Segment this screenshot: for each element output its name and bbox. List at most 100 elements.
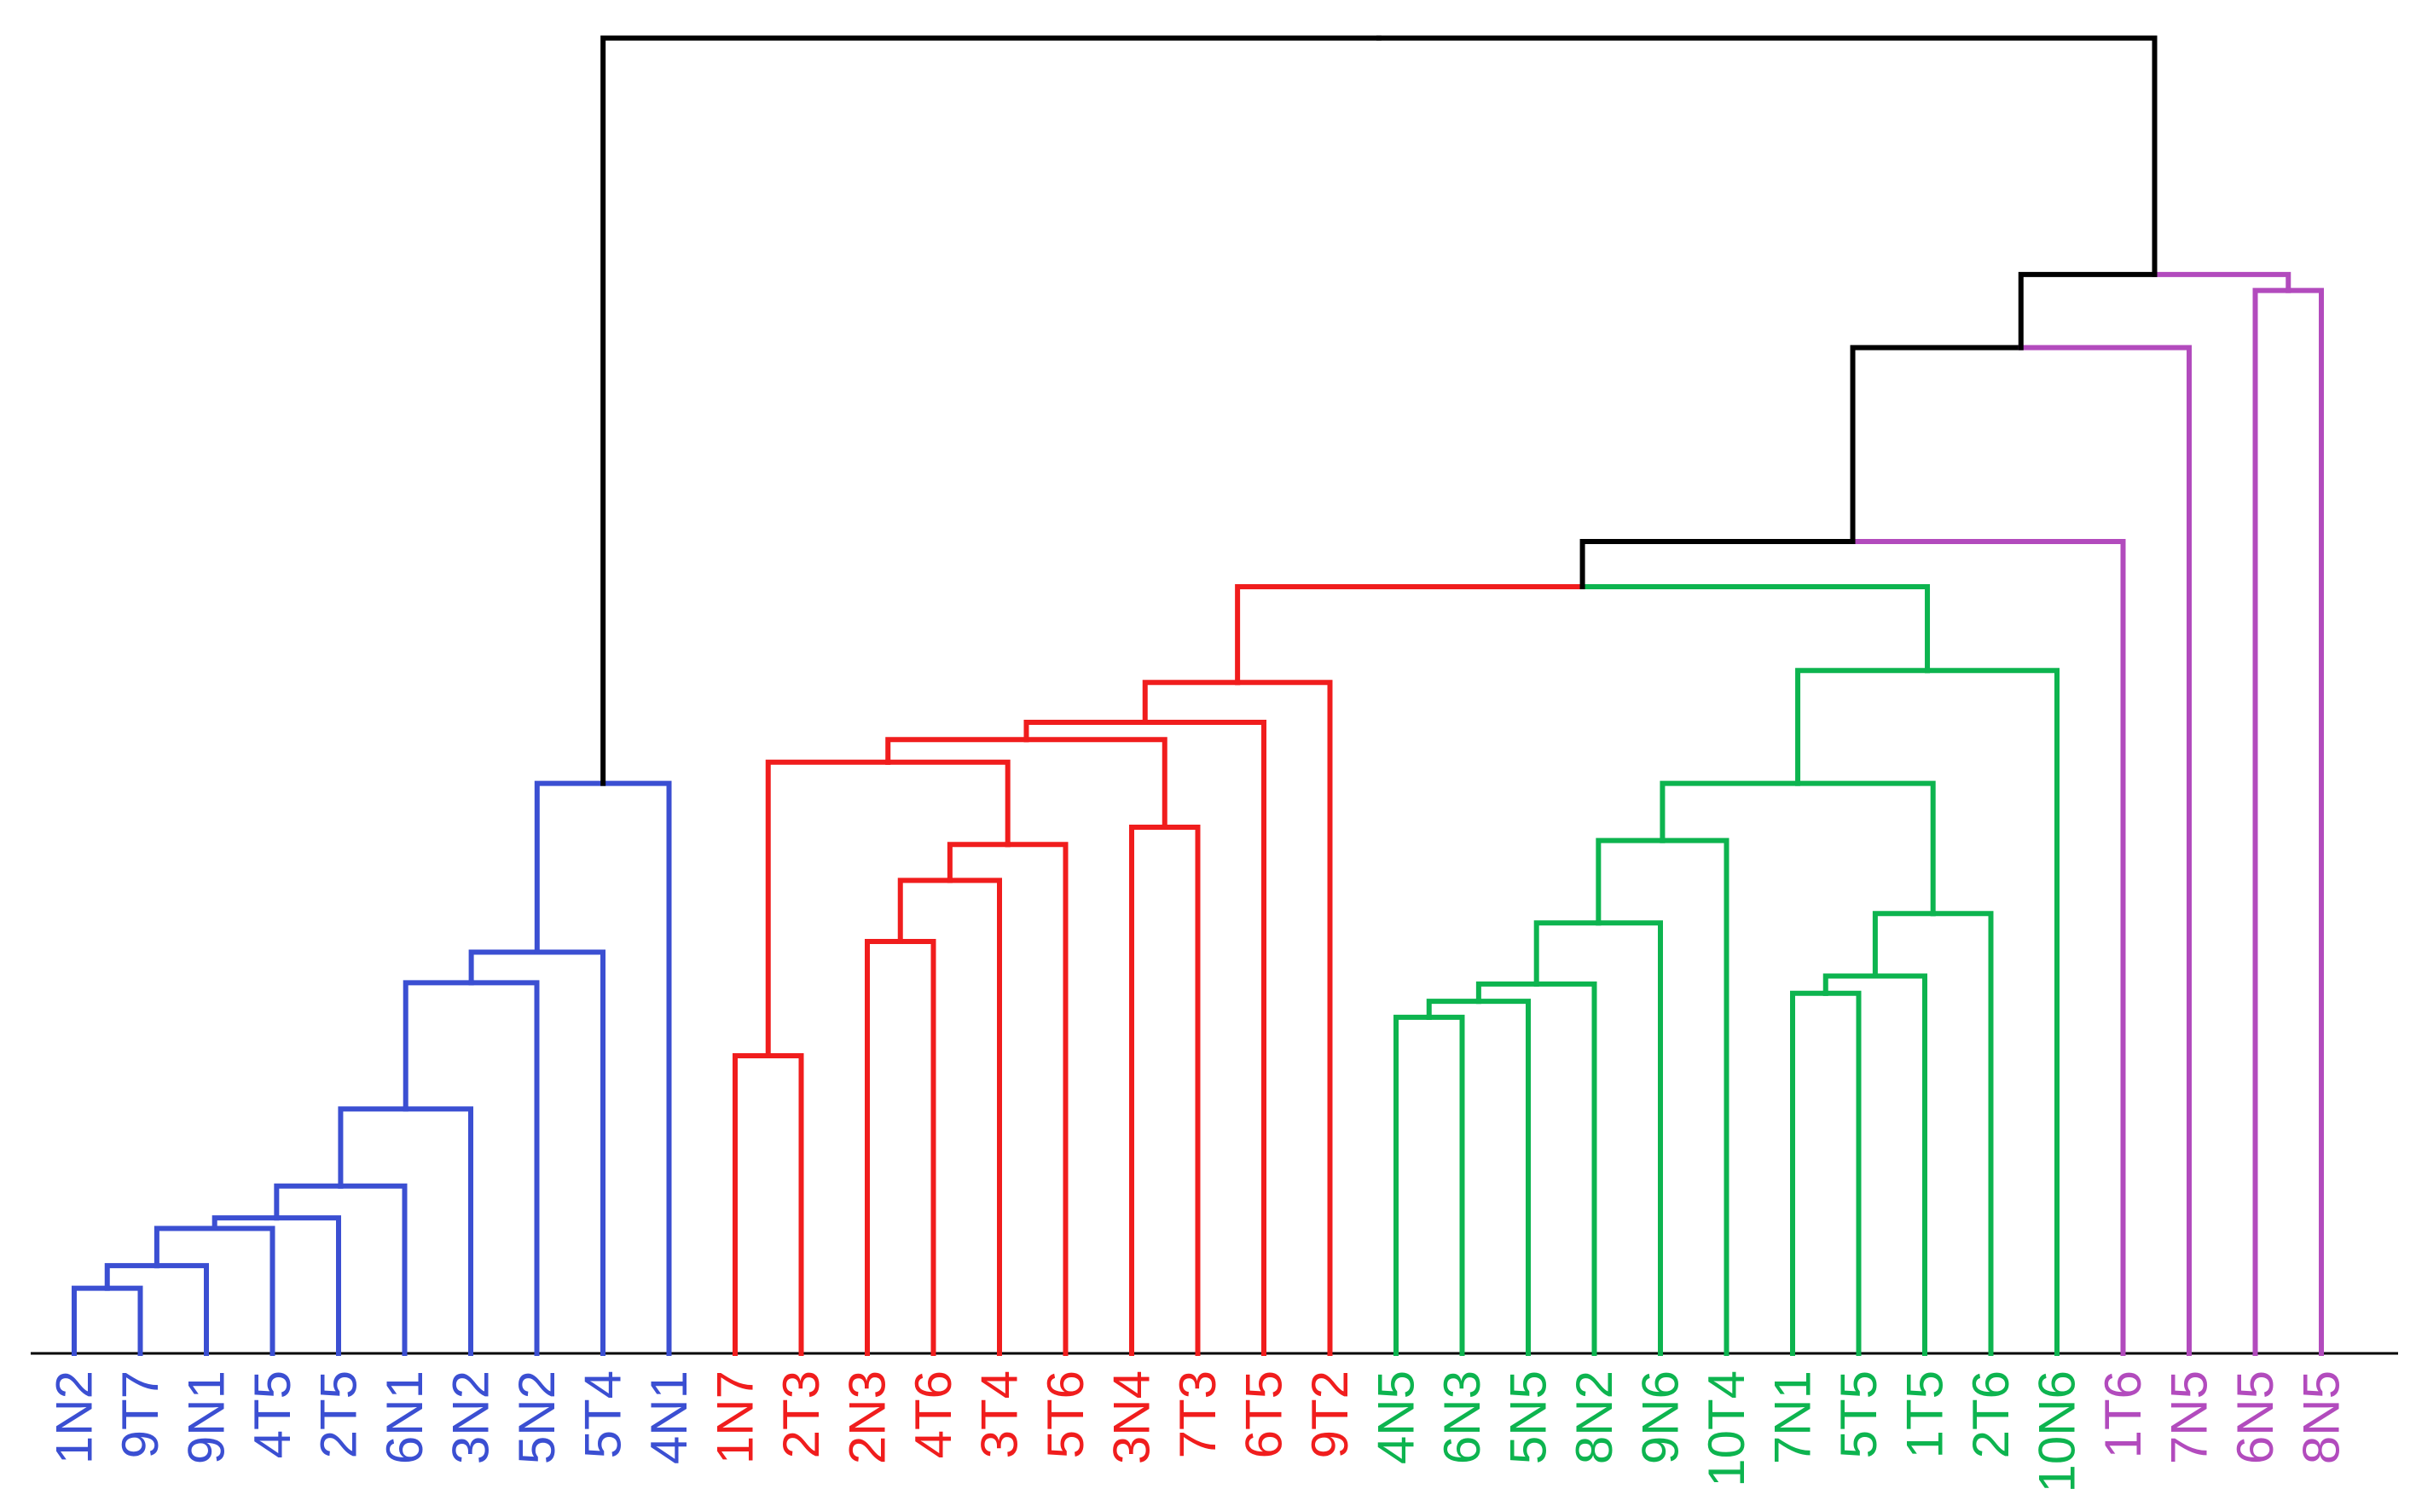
merge-link-g7-right [1872, 973, 1927, 1356]
merge-link-b2-right [154, 1263, 209, 1356]
merge-link-g1-right [1426, 1014, 1465, 1356]
merge-link-g4-right [1596, 920, 1663, 1356]
leaf-label-5t5: 5T5 [1830, 1370, 1887, 1458]
leaf-label-7n1: 7N1 [1764, 1370, 1822, 1464]
merge-link-r5-right [1162, 825, 1201, 1356]
merge-link-b8-right [534, 949, 605, 1356]
merge-link-g4-left [1533, 920, 1602, 987]
merge-link-b7-right [468, 980, 540, 1356]
leaf-label-8n2: 8N2 [1566, 1370, 1623, 1464]
merge-link-b9-left [534, 780, 606, 955]
merge-link-g2-right [1475, 999, 1531, 1356]
merge-link-b1-left [72, 1285, 110, 1356]
merge-link-r6-right [885, 759, 1011, 848]
merge-link-b5-left [274, 1183, 344, 1221]
merge-link-b3-left [154, 1225, 217, 1269]
merge-link-b6-left [338, 1106, 408, 1189]
merge-link-r5-left [1129, 825, 1167, 1356]
merge-link-x1-left [1235, 584, 1585, 686]
leaf-label-5t4: 5T4 [575, 1370, 632, 1458]
merge-link-r1-right [765, 1053, 804, 1356]
merge-link-b6-right [403, 1106, 473, 1356]
leaf-label-2t3: 2T3 [773, 1370, 830, 1458]
merge-link-g3-right [1533, 981, 1597, 1356]
merge-link-x3-right [2018, 345, 2192, 1356]
leaf-label-5n2: 5N2 [508, 1370, 565, 1464]
merge-link-p1-left [2252, 287, 2291, 1356]
merge-link-g6-right [1822, 990, 1862, 1356]
merge-link-r1-left [733, 1053, 771, 1356]
merge-link-b9-right [600, 780, 672, 1356]
leaf-label-5t6: 5T6 [1037, 1370, 1094, 1458]
leaf-label-9t7: 9T7 [112, 1370, 169, 1458]
leaf-label-1n2: 1N2 [46, 1370, 103, 1464]
merge-link-g1-left [1393, 1014, 1432, 1356]
merge-link-r3-right [947, 878, 1002, 1356]
merge-link-r2-right [897, 939, 936, 1356]
merge-link-b4-right [274, 1215, 341, 1356]
merge-link-g8-right [1930, 911, 1994, 1356]
leaf-label-4n5: 4N5 [1368, 1370, 1425, 1464]
leaf-label-9n6: 9N6 [1632, 1370, 1689, 1464]
merge-link-r9-left [1142, 680, 1241, 725]
merge-link-b8-left [468, 949, 540, 986]
merge-link-r7-right [1023, 737, 1167, 831]
merge-link-r8-left [1023, 719, 1148, 743]
leaf-label-7t3: 7T3 [1169, 1370, 1226, 1458]
merge-link-r4-right [1005, 842, 1069, 1356]
leaf-label-6n5: 6N5 [2227, 1370, 2284, 1464]
merge-link-g3-left [1475, 981, 1539, 1005]
leaf-label-4n1: 4N1 [640, 1370, 698, 1464]
leaf-label-4t6: 4T6 [905, 1370, 962, 1458]
merge-link-b1-right [104, 1285, 143, 1356]
merge-link-x2-right [1850, 539, 2126, 1356]
dendrogram-links [72, 35, 2324, 1356]
leaf-label-10n6: 10N6 [2029, 1370, 2086, 1492]
leaf-label-3n4: 3N4 [1104, 1370, 1161, 1464]
merge-link-g8-left [1872, 911, 1936, 979]
merge-link-g7-left [1822, 973, 1878, 996]
merge-link-p1-right [2286, 287, 2324, 1356]
merge-link-g2-left [1426, 999, 1481, 1020]
merge-link-b7-left [403, 980, 474, 1112]
merge-link-b2-left [104, 1263, 159, 1291]
merge-link-g5-right [1660, 837, 1729, 1356]
merge-link-r8-right [1142, 719, 1266, 1356]
leaf-label-6n1: 6N1 [376, 1370, 433, 1464]
leaf-label-4t5: 4T5 [244, 1370, 301, 1458]
merge-link-b5-right [338, 1183, 408, 1356]
leaf-label-1t6: 1T6 [2094, 1370, 2152, 1458]
merge-link-r7-left [885, 737, 1029, 765]
leaf-label-9t2: 9T2 [1301, 1370, 1359, 1458]
merge-link-g9-left [1660, 780, 1801, 843]
merge-link-x4-left [2018, 271, 2158, 350]
merge-link-g10-left [1795, 668, 1931, 786]
merge-link-b4-left [211, 1215, 280, 1231]
merge-link-x4-right [2152, 271, 2291, 293]
leaf-label-6t5: 6T5 [1236, 1370, 1293, 1458]
merge-link-r4-left [947, 842, 1011, 883]
leaf-label-3n2: 3N2 [443, 1370, 500, 1464]
merge-link-g10-right [1925, 668, 2060, 1356]
merge-link-g6-left [1790, 990, 1828, 1356]
merge-link-x3-left [1850, 345, 2024, 545]
leaf-label-10t4: 10T4 [1698, 1370, 1755, 1487]
merge-link-g5-left [1596, 837, 1666, 926]
leaf-label-1n7: 1N7 [707, 1370, 764, 1464]
merge-link-r6-left [765, 759, 891, 1059]
leaf-label-2n3: 2N3 [839, 1370, 896, 1464]
leaf-label-9n1: 9N1 [178, 1370, 235, 1464]
leaf-label-8n5: 8N5 [2293, 1370, 2350, 1464]
leaf-label-6n3: 6N3 [1434, 1370, 1491, 1464]
merge-link-b3-right [211, 1225, 275, 1356]
merge-link-x2-left [1579, 539, 1856, 590]
leaf-label-7n5: 7N5 [2161, 1370, 2218, 1464]
leaf-labels: 1N2 9T7 9N1 4T5 2T5 6N1 3N2 5N2 5T4 4N1 1N7 2T3 2N3 4… [46, 1370, 2350, 1492]
leaf-label-3t4: 3T4 [971, 1370, 1028, 1458]
merge-link-root-right [1376, 35, 2158, 277]
leaf-label-2t6: 2T6 [1962, 1370, 2019, 1458]
merge-link-r2-left [865, 939, 903, 1356]
merge-link-root-left [600, 35, 1382, 786]
leaf-label-2t5: 2T5 [310, 1370, 368, 1458]
